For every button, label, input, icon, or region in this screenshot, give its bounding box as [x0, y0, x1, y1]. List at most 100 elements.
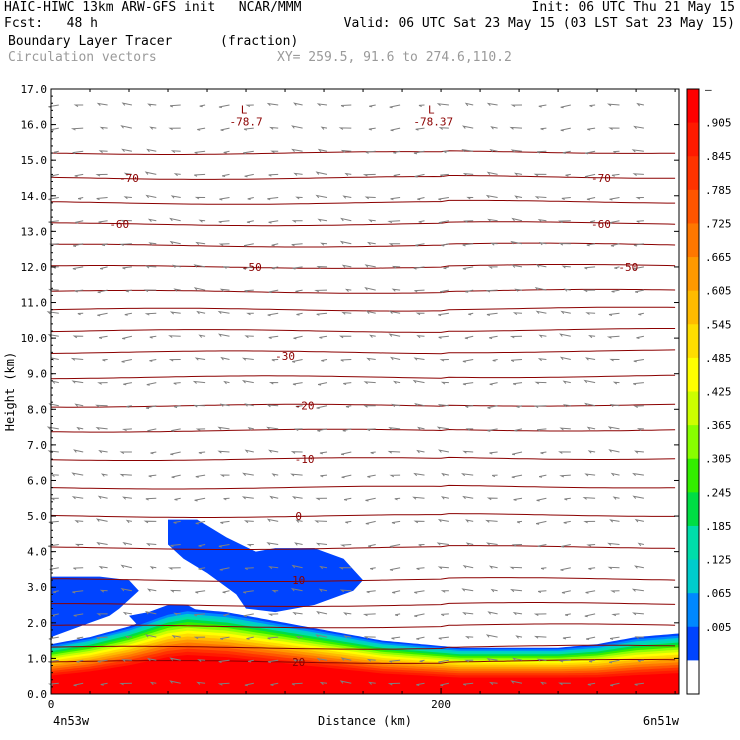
y-tick-label: 2.0 — [27, 617, 47, 630]
circulation-vector-298 — [316, 405, 328, 409]
circulation-vector-347 — [367, 474, 376, 478]
colorbar-label: .305 — [705, 453, 732, 466]
circulation-vector-140 — [170, 451, 181, 456]
circulation-vector-606 — [612, 496, 620, 500]
circulation-vector-544 — [540, 127, 547, 131]
circulation-vector-126 — [144, 171, 157, 175]
colorbar-label: .125 — [705, 554, 732, 567]
circulation-vector-51 — [73, 104, 84, 108]
temperature-contour-11 — [50, 374, 676, 380]
circulation-vector-153 — [170, 150, 181, 153]
colorbar-swatch — [687, 223, 699, 258]
circulation-vector-492 — [490, 126, 498, 130]
circulation-vector-177 — [194, 196, 206, 200]
circulation-vector-542 — [533, 173, 547, 177]
circulation-vector-537 — [534, 287, 547, 291]
circulation-vector-149 — [169, 240, 181, 245]
circulation-vector-322 — [340, 451, 352, 456]
circulation-vector-33 — [74, 520, 84, 524]
circulation-vector-313 — [340, 657, 352, 661]
circulation-vector-472 — [490, 588, 498, 593]
circulation-vector-172 — [196, 310, 206, 315]
circulation-vector-448 — [465, 542, 474, 546]
circulation-vector-309 — [317, 148, 328, 153]
circulation-vector-538 — [535, 264, 547, 268]
circulation-vector-69 — [97, 289, 108, 294]
circulation-vector-380 — [389, 310, 401, 315]
circulation-vector-598 — [610, 682, 620, 687]
circulation-vector-155 — [169, 104, 181, 108]
circulation-vector-222 — [241, 357, 254, 361]
circulation-vector-561 — [559, 333, 571, 337]
circulation-vector-354 — [365, 310, 376, 315]
circulation-vector-403 — [412, 379, 425, 384]
circulation-vector-489 — [485, 194, 498, 199]
circulation-vector-288 — [315, 634, 328, 638]
circulation-vector-593 — [586, 197, 596, 201]
circulation-vector-473 — [488, 565, 498, 569]
circulation-vector-282 — [293, 172, 303, 176]
x-tick-label: 200 — [431, 698, 451, 711]
circulation-vector-405 — [416, 335, 425, 339]
circulation-vector-165 — [195, 474, 206, 478]
circulation-vector-409 — [415, 243, 425, 247]
circulation-vector-395 — [416, 567, 425, 571]
circulation-vector-610 — [609, 403, 620, 408]
circulation-vector-81 — [122, 611, 132, 616]
colorbar-label: – — [705, 83, 712, 96]
colorbar-label: .785 — [705, 184, 732, 197]
circulation-vector-465 — [461, 148, 474, 153]
circulation-vector-348 — [370, 451, 376, 455]
colorbar-swatch — [687, 660, 699, 695]
circulation-vector-312 — [339, 680, 352, 684]
circulation-vector-594 — [584, 173, 596, 178]
circulation-vector-63 — [95, 427, 108, 431]
circulation-vector-224 — [246, 312, 254, 316]
circulation-vector-573 — [589, 659, 596, 663]
circulation-vector-547 — [558, 659, 571, 663]
circulation-vector-271 — [293, 428, 303, 431]
circulation-vector-280 — [291, 220, 303, 223]
circulation-vector-443 — [464, 659, 474, 663]
circulation-vector-457 — [464, 335, 474, 340]
contour-label: 10 — [292, 574, 305, 587]
circulation-vector-641 — [634, 289, 645, 293]
circulation-vector-276 — [296, 312, 303, 316]
circulation-vector-74 — [95, 173, 108, 177]
circulation-vector-590 — [584, 266, 596, 270]
circulation-vector-118 — [149, 359, 157, 362]
circulation-vector-595 — [584, 150, 596, 155]
circulation-vector-423 — [437, 518, 449, 523]
y-tick-label: 16.0 — [21, 119, 48, 132]
circulation-vector-191 — [219, 474, 230, 478]
circulation-vector-299 — [317, 382, 328, 386]
circulation-vector-368 — [392, 590, 401, 594]
circulation-vector-230 — [244, 173, 254, 178]
circulation-vector-534 — [537, 358, 547, 362]
circulation-vector-637 — [633, 382, 644, 386]
circulation-vector-127 — [146, 148, 157, 153]
y-tick-label: 5.0 — [27, 510, 47, 523]
colorbar-swatch — [687, 626, 699, 661]
circulation-vector-498 — [510, 589, 523, 593]
circulation-vector-35 — [71, 472, 84, 476]
circulation-vector-68 — [97, 312, 108, 317]
circulation-vector-36 — [73, 449, 84, 453]
circulation-vector-524 — [537, 590, 547, 594]
circulation-vector-422 — [436, 542, 449, 546]
circulation-vector-363 — [369, 104, 376, 108]
circulation-vector-25 — [48, 104, 59, 108]
circulation-vector-145 — [168, 335, 181, 338]
circulation-vector-615 — [611, 289, 620, 293]
circulation-vector-200 — [222, 266, 230, 269]
circulation-vector-488 — [487, 218, 498, 222]
circulation-vector-144 — [168, 359, 181, 362]
temperature-contour-12 — [50, 349, 676, 355]
circulation-vector-375 — [388, 427, 401, 431]
circulation-vector-285 — [293, 102, 303, 106]
circulation-vector-332 — [340, 217, 352, 222]
circulation-vector-353 — [369, 334, 376, 338]
circulation-vector-543 — [536, 150, 547, 154]
circulation-vector-558 — [562, 404, 571, 408]
temperature-contour-19 — [50, 199, 676, 205]
